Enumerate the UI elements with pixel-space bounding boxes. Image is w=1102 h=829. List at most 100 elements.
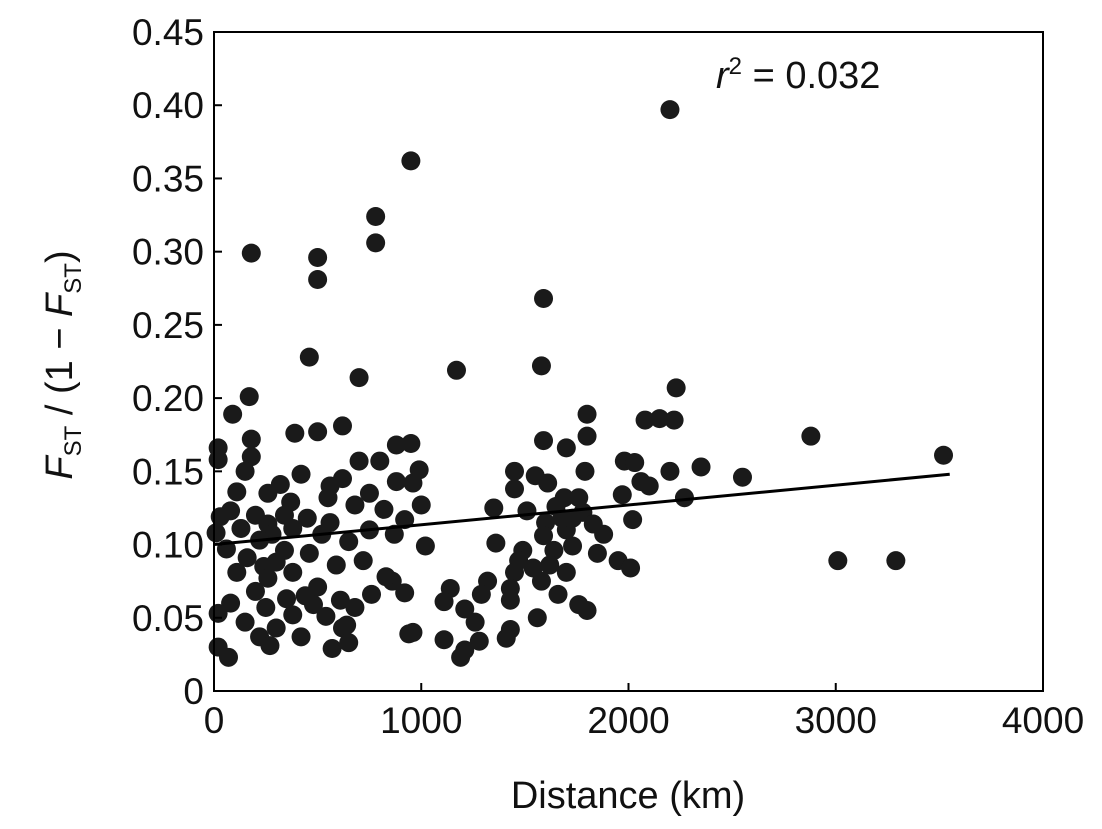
data-point <box>556 562 576 582</box>
data-point <box>291 627 311 647</box>
data-point <box>563 536 583 556</box>
data-point <box>471 584 491 604</box>
data-point <box>258 483 278 503</box>
data-point <box>274 505 294 525</box>
data-point <box>283 562 303 582</box>
data-point <box>575 461 595 481</box>
x-tick-label: 1000 <box>380 700 462 741</box>
data-point <box>227 562 247 582</box>
data-point <box>223 404 243 424</box>
data-point <box>465 612 485 632</box>
y-tick-label: 0.20 <box>132 378 204 419</box>
data-point <box>517 501 537 521</box>
data-point <box>235 612 255 632</box>
data-point <box>411 495 431 515</box>
data-point <box>353 551 373 571</box>
data-point <box>934 445 954 465</box>
data-point <box>277 589 297 609</box>
data-point <box>660 100 680 120</box>
data-point <box>587 543 607 563</box>
y-tick-label: 0.05 <box>132 598 204 639</box>
data-point <box>486 533 506 553</box>
data-point <box>386 435 406 455</box>
data-point <box>231 518 251 538</box>
data-point <box>625 453 645 473</box>
data-point <box>531 356 551 376</box>
annotation-r: r <box>716 55 730 97</box>
data-point <box>828 551 848 571</box>
data-point <box>505 479 525 499</box>
data-point <box>258 568 278 588</box>
y-axis-title-sub2: ST <box>60 263 87 294</box>
data-point <box>623 510 643 530</box>
r-squared-annotation: r2 = 0.032 <box>716 53 880 97</box>
data-point <box>556 438 576 458</box>
x-tick-label: 0 <box>204 700 225 741</box>
data-point <box>295 586 315 606</box>
data-point <box>801 426 821 446</box>
data-point <box>299 347 319 367</box>
data-point <box>469 631 489 651</box>
data-point <box>219 647 239 667</box>
annotation-superscript: 2 <box>729 53 742 80</box>
data-point <box>455 599 475 619</box>
data-point <box>650 409 670 429</box>
data-point <box>326 555 346 575</box>
data-point <box>538 473 558 493</box>
data-point <box>886 551 906 571</box>
data-point <box>332 618 352 638</box>
data-point <box>401 434 421 454</box>
data-point <box>534 289 554 309</box>
data-point <box>403 473 423 493</box>
data-point <box>349 368 369 388</box>
data-point <box>345 598 365 618</box>
data-point <box>239 387 259 407</box>
data-point <box>401 151 421 171</box>
y-tick-label: 0.10 <box>132 525 204 566</box>
data-point <box>245 581 265 601</box>
data-point <box>500 590 520 610</box>
data-point <box>732 467 752 487</box>
y-tick-label: 0.45 <box>132 12 204 53</box>
data-point <box>523 558 543 578</box>
data-point <box>330 590 350 610</box>
data-point <box>291 464 311 484</box>
data-point <box>505 562 525 582</box>
data-point <box>446 360 466 380</box>
y-axis-title-f2: F <box>39 292 81 317</box>
data-point <box>534 431 554 451</box>
regression-line <box>213 472 950 547</box>
y-tick-label: 0 <box>183 671 204 712</box>
data-point <box>451 647 471 667</box>
data-point <box>339 532 359 552</box>
axis-ticks: 0 1000 2000 3000 4000 0 0.05 0.10 0.15 0.20 0.25 0.… <box>132 12 1084 741</box>
data-point <box>484 498 504 518</box>
data-point <box>415 536 435 556</box>
x-axis-title: Distance (km) <box>511 775 745 817</box>
data-point <box>664 410 684 430</box>
data-point <box>376 567 396 587</box>
data-point <box>359 483 379 503</box>
data-point <box>316 606 336 626</box>
y-tick-label: 0.40 <box>132 85 204 126</box>
data-point <box>260 636 280 656</box>
data-point <box>362 584 382 604</box>
data-point <box>674 488 694 508</box>
y-axis-title-sub: ST <box>60 425 87 456</box>
data-point <box>332 416 352 436</box>
data-point <box>527 608 547 628</box>
y-axis-title-mid: / (1 − <box>39 317 81 426</box>
data-point <box>349 451 369 471</box>
data-point <box>339 633 359 653</box>
data-point <box>384 524 404 544</box>
data-point <box>370 451 390 471</box>
y-axis-title-f: F <box>39 455 81 480</box>
data-point <box>577 600 597 620</box>
data-point <box>210 507 230 527</box>
data-point <box>534 526 554 546</box>
data-point <box>540 555 560 575</box>
data-point <box>666 378 686 398</box>
data-point <box>320 476 340 496</box>
annotation-value: = 0.032 <box>742 55 880 97</box>
